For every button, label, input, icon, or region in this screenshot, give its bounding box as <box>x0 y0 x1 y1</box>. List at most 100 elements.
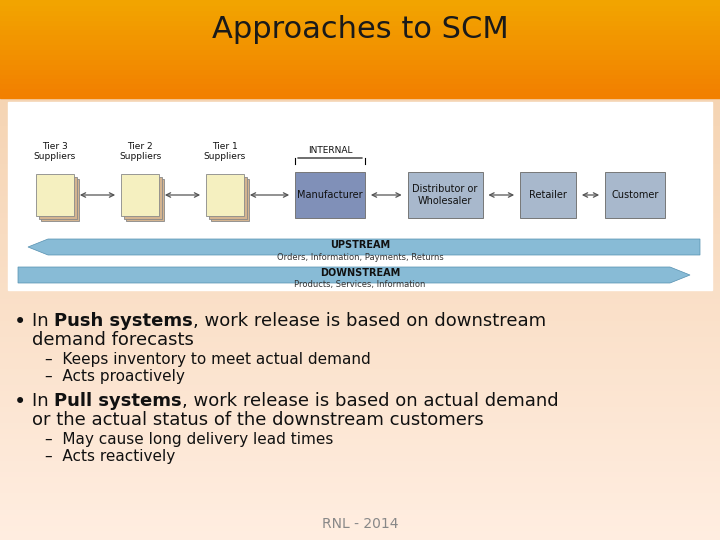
Bar <box>0 372 720 378</box>
Bar <box>0 318 720 324</box>
Bar <box>0 469 720 475</box>
Bar <box>0 92 720 98</box>
Bar <box>0 334 720 340</box>
Bar <box>0 485 720 491</box>
Text: INTERNAL: INTERNAL <box>307 146 352 155</box>
Bar <box>0 156 720 162</box>
Bar <box>0 82 720 88</box>
Text: or the actual status of the downstream customers: or the actual status of the downstream c… <box>32 411 484 429</box>
Bar <box>0 134 720 140</box>
Bar <box>0 96 720 103</box>
Bar <box>0 53 720 59</box>
Bar <box>0 301 720 308</box>
Text: –  Keeps inventory to meet actual demand: – Keeps inventory to meet actual demand <box>45 352 371 367</box>
Bar <box>0 269 720 275</box>
Bar <box>0 21 720 27</box>
Bar <box>0 69 720 76</box>
Bar <box>0 10 720 16</box>
Bar <box>0 442 720 448</box>
Bar <box>295 172 365 218</box>
Bar <box>206 174 244 216</box>
Bar <box>0 183 720 189</box>
Bar <box>0 166 720 173</box>
Bar <box>0 480 720 486</box>
Bar <box>0 139 720 146</box>
FancyArrow shape <box>18 267 690 283</box>
Bar <box>0 404 720 410</box>
Bar <box>8 102 712 290</box>
Bar <box>0 420 720 427</box>
Bar <box>0 501 720 508</box>
Text: Retailer: Retailer <box>529 190 567 200</box>
Bar <box>0 112 720 119</box>
Bar <box>0 426 720 432</box>
Bar <box>0 48 720 54</box>
Bar <box>0 193 720 200</box>
Bar <box>0 58 720 64</box>
Bar <box>0 264 720 270</box>
Bar <box>0 409 720 416</box>
Bar <box>209 177 247 219</box>
Bar <box>0 53 720 59</box>
Bar <box>0 323 720 329</box>
Bar <box>0 58 720 65</box>
Bar <box>0 237 720 243</box>
Bar <box>39 177 77 219</box>
Text: Products, Services, Information: Products, Services, Information <box>294 280 426 289</box>
Text: •: • <box>14 312 26 332</box>
Text: Manufacturer: Manufacturer <box>297 190 363 200</box>
Bar <box>0 18 720 24</box>
Bar <box>0 453 720 459</box>
Bar <box>0 339 720 346</box>
Bar <box>211 179 249 221</box>
Bar <box>0 43 720 49</box>
Bar <box>0 26 720 32</box>
Bar <box>0 129 720 135</box>
Text: Approaches to SCM: Approaches to SCM <box>212 16 508 44</box>
Bar <box>0 9 720 15</box>
Bar <box>0 312 720 319</box>
Bar <box>0 177 720 184</box>
Text: demand forecasts: demand forecasts <box>32 331 194 349</box>
Text: Tier 1
Suppliers: Tier 1 Suppliers <box>204 141 246 161</box>
Bar <box>0 242 720 248</box>
Bar <box>0 388 720 394</box>
Bar <box>41 179 79 221</box>
Bar <box>0 253 720 259</box>
Text: , work release is based on downstream: , work release is based on downstream <box>193 312 546 330</box>
Bar <box>0 15 720 22</box>
Bar <box>0 63 720 69</box>
Bar <box>0 393 720 400</box>
Text: –  Acts reactively: – Acts reactively <box>45 449 175 464</box>
Text: Customer: Customer <box>611 190 659 200</box>
Bar <box>0 75 720 81</box>
Bar <box>0 123 720 130</box>
Bar <box>0 4 720 11</box>
Bar <box>0 161 720 167</box>
Bar <box>0 188 720 194</box>
Bar <box>0 415 720 421</box>
Bar <box>0 118 720 124</box>
Bar <box>0 107 720 113</box>
Bar <box>0 328 720 335</box>
Bar <box>121 174 159 216</box>
Bar <box>0 80 720 86</box>
Bar <box>0 91 720 97</box>
Bar <box>0 37 720 43</box>
Bar <box>0 172 720 178</box>
Bar <box>0 199 720 205</box>
Bar <box>0 355 720 362</box>
Bar <box>0 48 720 54</box>
Bar <box>0 87 720 93</box>
Bar <box>0 307 720 313</box>
Bar <box>0 72 720 78</box>
Text: In: In <box>32 392 55 410</box>
Bar <box>0 361 720 367</box>
Bar <box>0 382 720 389</box>
Text: UPSTREAM: UPSTREAM <box>330 240 390 250</box>
Bar <box>0 247 720 254</box>
Bar <box>0 14 720 19</box>
Bar <box>0 507 720 513</box>
Text: Push systems: Push systems <box>55 312 193 330</box>
Bar <box>0 31 720 38</box>
